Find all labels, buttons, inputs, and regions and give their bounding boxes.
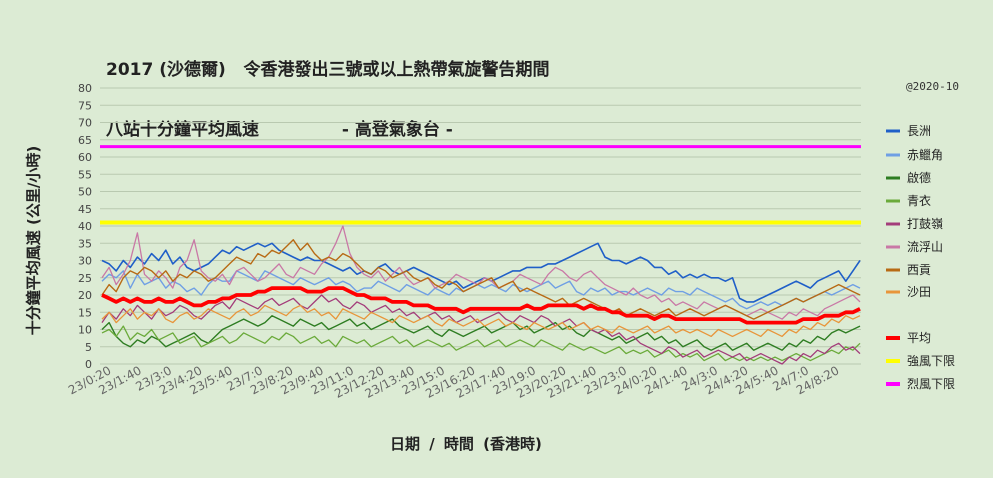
y-tick-labels: 0 5 10 15 20 25 30 35 40 45 50 55 60 65 70 75 80 <box>78 82 92 371</box>
legend-item: 平均 <box>886 331 931 345</box>
series-line-平均 <box>101 286 861 325</box>
legend-item: 赤鱲角 <box>886 148 943 162</box>
series-line-啟德 <box>101 315 861 351</box>
legend-label: 西貢 <box>907 263 931 277</box>
legend-item: 流浮山 <box>886 240 943 254</box>
y-tick-label: 45 <box>78 203 92 216</box>
y-tick-label: 15 <box>78 306 92 319</box>
series-line-西貢 <box>101 239 861 320</box>
legend-item: 西貢 <box>886 263 931 277</box>
legend-label: 長洲 <box>907 124 931 138</box>
y-tick-label: 35 <box>78 237 92 250</box>
legend-label: 烈風下限 <box>907 377 955 391</box>
series-line-赤鱲角 <box>101 270 861 310</box>
title-line-1: 2017 (沙德爾) 令香港發出三號或以上熱帶氣旋警告期間 <box>106 60 550 80</box>
legend-label: 啟德 <box>907 170 931 185</box>
y-tick-label: 80 <box>78 82 92 95</box>
y-tick-label: 25 <box>78 272 92 285</box>
y-tick-label: 0 <box>85 358 92 371</box>
y-tick-label: 75 <box>78 99 92 112</box>
x-axis-label: 日期 / 時間 (香港時) <box>390 435 542 453</box>
grid-lines <box>100 87 861 365</box>
chart-title: 2017 (沙德爾) 令香港發出三號或以上熱帶氣旋警告期間 八站十分鐘平均風速 … <box>106 20 550 160</box>
series-line-打鼓嶺 <box>101 294 861 365</box>
series-line-青衣 <box>101 325 861 362</box>
y-tick-label: 10 <box>78 324 92 337</box>
y-tick-label: 30 <box>78 255 92 268</box>
legend-item: 強風下限 <box>886 354 955 368</box>
legend-label: 赤鱲角 <box>907 148 943 162</box>
legend-item: 打鼓嶺 <box>886 217 943 231</box>
legend-label: 強風下限 <box>907 354 955 368</box>
legend-label: 平均 <box>907 331 931 345</box>
x-tick-labels: 23/0:2023/1:4023/3:023/4:2023/5:4023/7:0… <box>66 363 841 401</box>
y-tick-label: 55 <box>78 168 92 181</box>
legend-item: 青衣 <box>886 193 931 208</box>
legend-label: 打鼓嶺 <box>907 217 943 231</box>
y-tick-label: 60 <box>78 151 92 164</box>
y-tick-label: 40 <box>78 220 92 233</box>
legend-label: 沙田 <box>907 285 931 299</box>
plot-series <box>100 145 861 365</box>
legend-item: 烈風下限 <box>886 377 955 391</box>
legend-label: 青衣 <box>907 193 931 208</box>
credit-label: @2020-10 <box>906 80 959 93</box>
series-line-沙田 <box>101 304 861 338</box>
legend-item: 長洲 <box>886 124 931 138</box>
y-tick-label: 70 <box>78 117 92 130</box>
y-tick-label: 20 <box>78 289 92 302</box>
legend-item: 啟德 <box>886 170 931 185</box>
series-line-長洲 <box>101 242 861 303</box>
title-line-2: 八站十分鐘平均風速 - 高登氣象台 - <box>106 120 453 140</box>
y-tick-label: 5 <box>85 341 92 354</box>
y-tick-label: 65 <box>78 134 92 147</box>
y-tick-label: 50 <box>78 186 92 199</box>
legend-label: 流浮山 <box>907 240 943 254</box>
legend-item: 沙田 <box>886 285 931 299</box>
